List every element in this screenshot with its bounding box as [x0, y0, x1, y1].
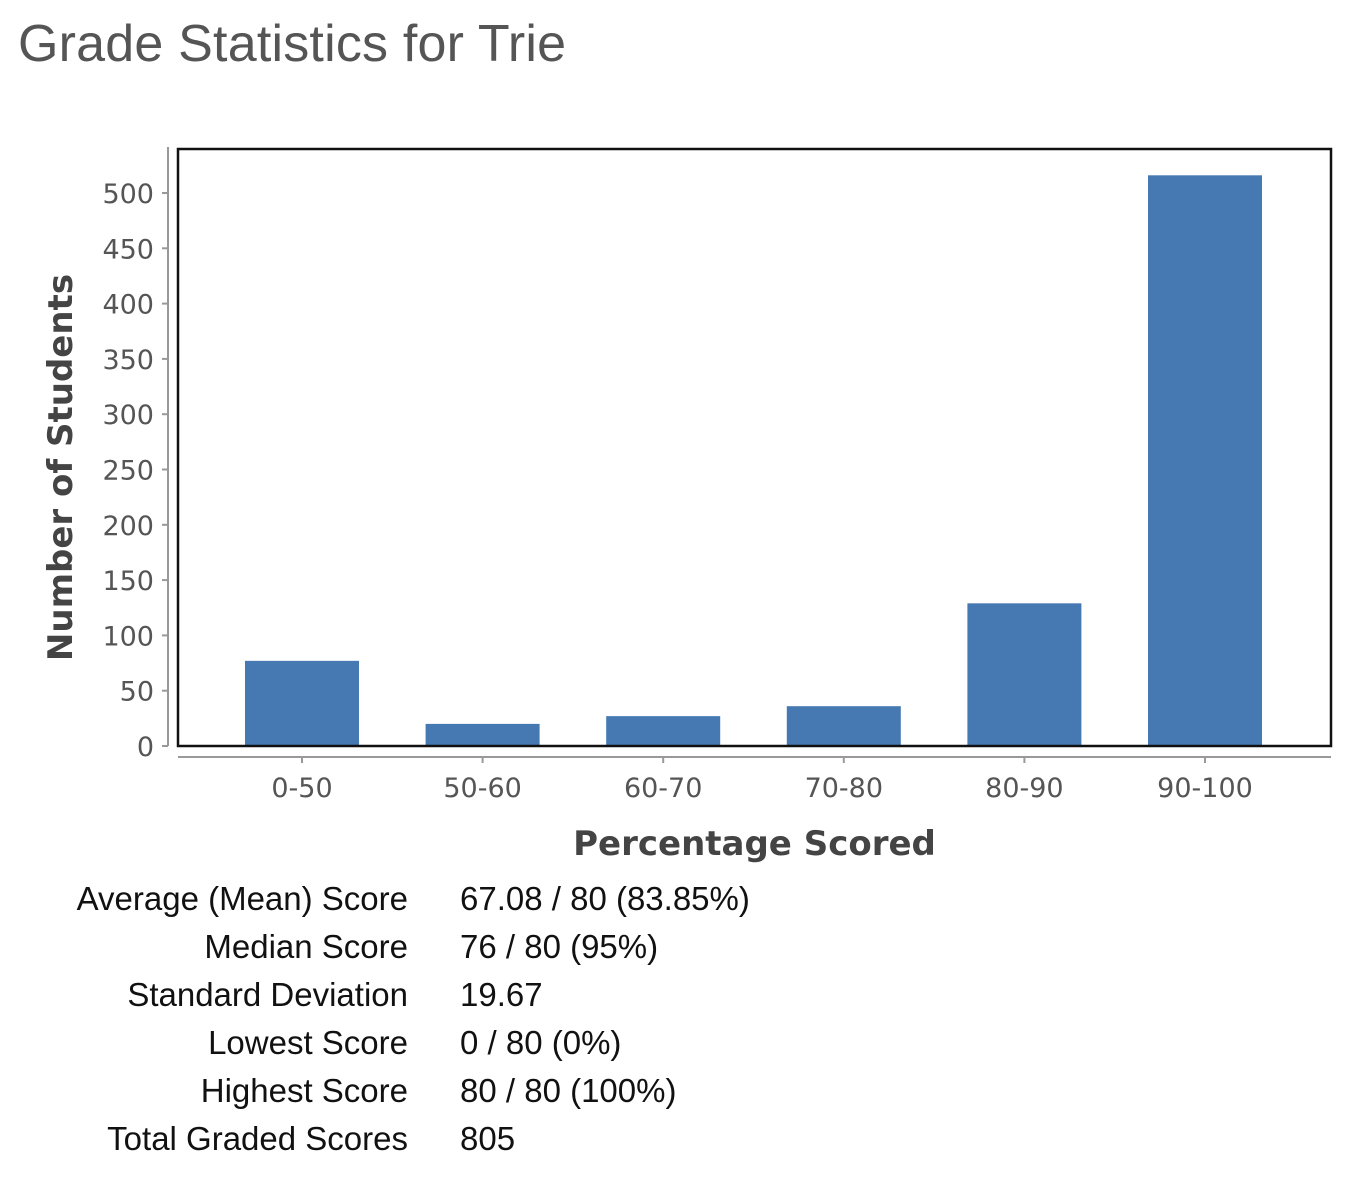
stat-row: Lowest Score 0 / 80 (0%) — [0, 1024, 1350, 1072]
plot-frame — [176, 147, 1333, 748]
stat-row: Median Score 76 / 80 (95%) — [0, 928, 1350, 976]
bars — [245, 175, 1262, 746]
stat-label: Standard Deviation — [127, 976, 408, 1013]
chart-svg: 0 50 100 150 200 250 300 350 400 450 500 0-50 50-60… — [41, 147, 1333, 864]
bar-0-50 — [245, 660, 359, 746]
stat-value: 76 / 80 (95%) — [460, 928, 659, 965]
y-tick-label: 450 — [102, 234, 154, 265]
y-tick-label: 100 — [102, 621, 154, 652]
bar-80-90 — [967, 603, 1082, 746]
y-tick-label: 0 — [137, 732, 154, 763]
bar-50-60 — [425, 723, 540, 746]
page-title: Grade Statistics for Trie — [18, 15, 567, 73]
stat-row: Standard Deviation 19.67 — [0, 976, 1350, 1024]
y-tick-label: 200 — [102, 511, 154, 542]
x-tick-label: 80-90 — [985, 773, 1063, 804]
stats-table: Average (Mean) Score 67.08 / 80 (83.85%) M… — [0, 880, 1350, 1168]
stat-label: Lowest Score — [208, 1024, 408, 1061]
y-tick-label: 300 — [102, 400, 154, 431]
stat-value: 19.67 — [460, 976, 543, 1013]
stat-row: Average (Mean) Score 67.08 / 80 (83.85%) — [0, 880, 1350, 928]
stat-value: 0 / 80 (0%) — [460, 1024, 622, 1061]
y-tick-label: 350 — [102, 345, 154, 376]
y-axis-title: Number of Students — [41, 274, 81, 661]
stat-row: Highest Score 80 / 80 (100%) — [0, 1072, 1350, 1120]
x-axis-title: Percentage Scored — [573, 824, 936, 864]
bar-70-80 — [786, 706, 901, 746]
stat-label: Average (Mean) Score — [76, 880, 408, 917]
x-tick-label: 60-70 — [624, 773, 702, 804]
stat-value: 805 — [460, 1120, 516, 1157]
grade-histogram: 0 50 100 150 200 250 300 350 400 450 500 0-50 50-60… — [41, 147, 1333, 864]
x-tick-label: 70-80 — [805, 773, 883, 804]
stat-value: 80 / 80 (100%) — [460, 1072, 677, 1109]
stat-label: Median Score — [204, 928, 408, 965]
x-tick-label: 50-60 — [443, 773, 521, 804]
stat-label: Highest Score — [200, 1072, 408, 1109]
y-tick-label: 500 — [102, 179, 154, 210]
y-tick-label: 150 — [102, 566, 154, 597]
y-tick-label: 400 — [102, 290, 154, 321]
stat-row: Total Graded Scores 805 — [0, 1120, 1350, 1168]
bar-60-70 — [606, 716, 721, 746]
y-axis: 0 50 100 150 200 250 300 350 400 450 500 — [102, 147, 169, 763]
x-tick-label: 0-50 — [271, 773, 332, 804]
stat-value: 67.08 / 80 (83.85%) — [460, 880, 750, 917]
y-tick-label: 250 — [102, 456, 154, 487]
y-tick-label: 50 — [120, 677, 154, 708]
x-axis: 0-50 50-60 60-70 70-80 80-90 90-100 — [178, 756, 1331, 804]
x-tick-label: 90-100 — [1157, 773, 1253, 804]
bar-90-100 — [1148, 175, 1262, 746]
stat-label: Total Graded Scores — [107, 1120, 408, 1157]
